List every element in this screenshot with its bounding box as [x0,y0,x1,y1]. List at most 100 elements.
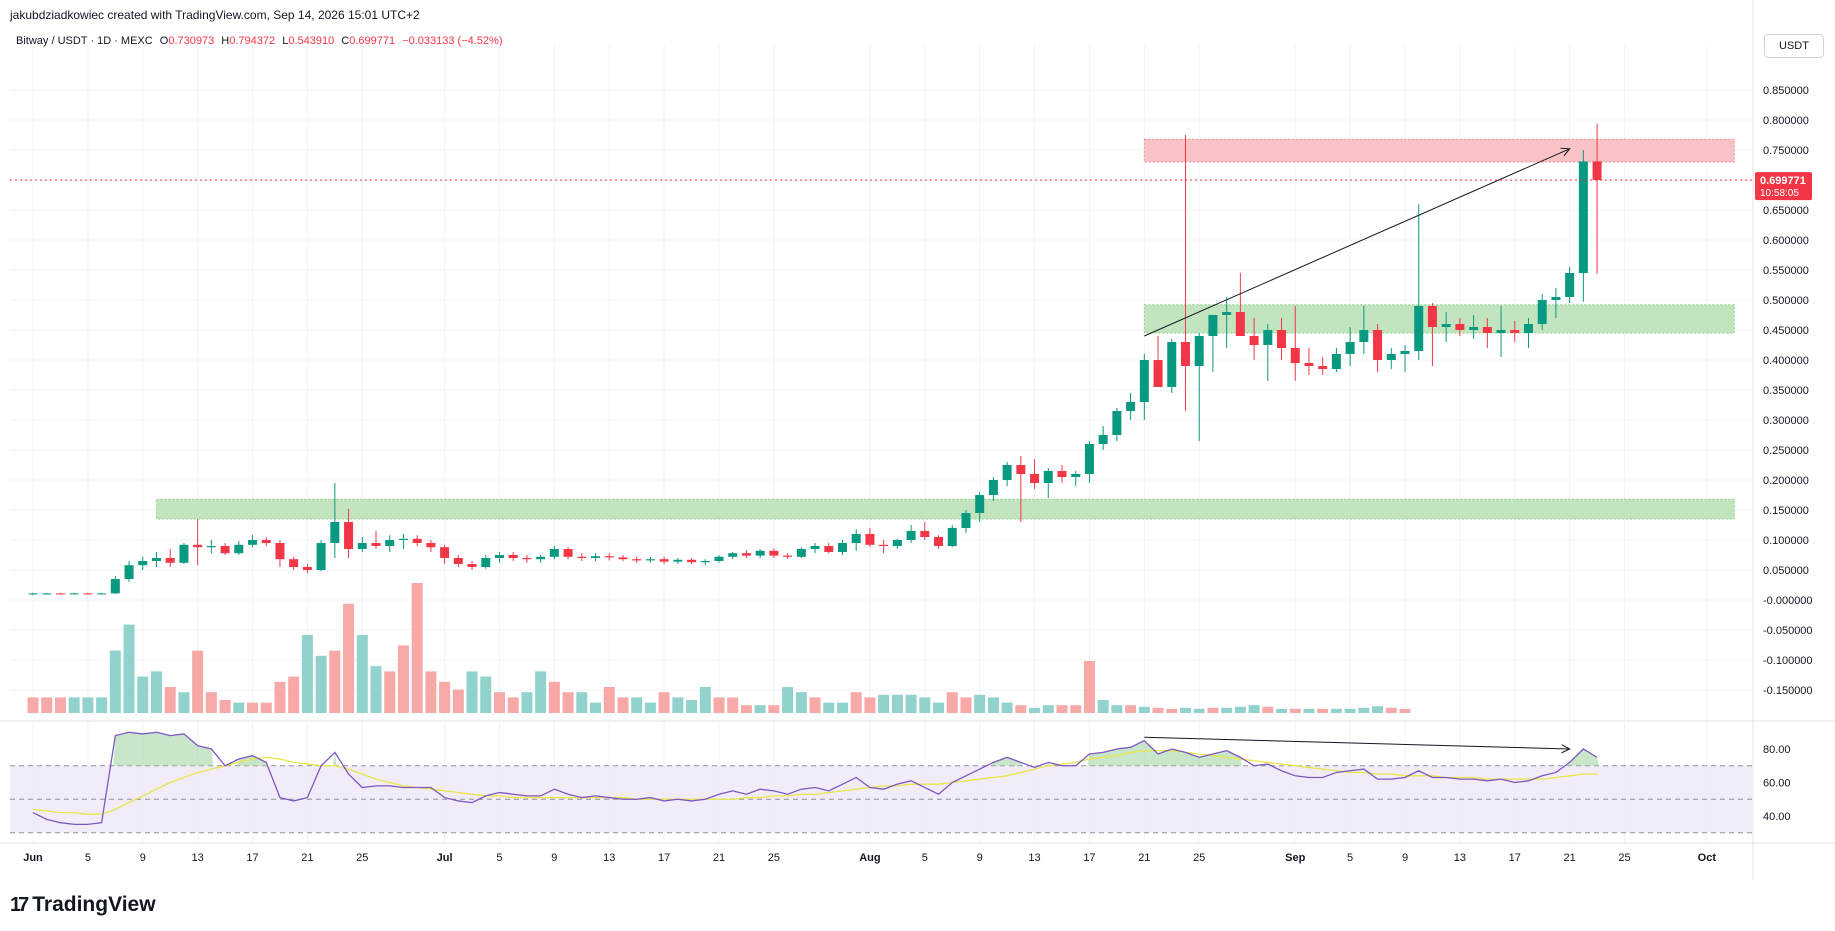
volume-bar [699,687,711,713]
candle-body [1222,312,1232,315]
volume-bar [974,694,986,713]
candle-body [1482,327,1492,333]
candle-body [1112,411,1122,435]
candle-body [165,558,175,563]
volume-bar [590,702,602,713]
volume-bar [439,681,451,713]
candle-body [344,522,354,549]
time-tick-label: 25 [1193,852,1205,864]
volume-bar [1207,707,1219,713]
time-tick-label: 25 [1618,852,1630,864]
volume-bar [96,697,108,713]
price-chart[interactable]: 0.8500000.8000000.7500000.7000000.650000… [0,0,1835,880]
tradingview-logo[interactable]: 17 TradingView [10,893,156,917]
candle-body [1098,435,1108,444]
price-tick-label: 0.650000 [1763,205,1809,217]
candle-body [1208,315,1218,336]
candle-body [1057,471,1067,477]
volume-bar [109,650,121,713]
candle-body [453,558,463,564]
volume-bar [1385,707,1397,713]
volume-bar [823,702,835,713]
time-tick-label: Oct [1698,852,1717,864]
time-tick-label: Jul [437,852,453,864]
time-tick-label: 13 [1454,852,1466,864]
volume-bar [1317,708,1329,713]
candle-body [330,522,340,543]
ohlc-legend[interactable]: Bitway / USDT · 1D · MEXC O0.730973 H0.7… [16,35,503,47]
candle-body [824,546,834,552]
candle-body [1153,360,1163,387]
time-tick-label: 17 [658,852,670,864]
price-tick-label: 0.400000 [1763,355,1809,367]
candle-body [138,561,148,566]
volume-bar [1097,700,1109,713]
volume-bar [809,697,821,713]
candle-body [1373,330,1383,360]
candle-body [755,550,765,556]
candle-body [42,593,52,595]
candle-body [1043,471,1053,483]
candle-body [1304,363,1314,366]
candle-body [796,549,806,557]
candle-body [1263,330,1273,345]
volume-bar [164,687,176,713]
candle-body [1318,366,1328,369]
brand-name: TradingView [32,893,156,916]
volume-bar [1015,705,1027,713]
candle-body [1400,351,1410,354]
candle-body [687,559,697,563]
currency-selector[interactable]: USDT [1764,34,1824,58]
candle-body [1510,330,1520,333]
volume-bar [274,681,286,713]
candle-body [700,561,710,563]
volume-bar [1111,705,1123,713]
price-tick-label: 0.800000 [1763,115,1809,127]
volume-bar [370,666,382,713]
candle-body [1180,342,1190,366]
price-tick-label: 0.550000 [1763,265,1809,277]
price-tick-label: -0.000000 [1763,595,1813,607]
volume-bar [946,692,958,713]
volume-bar [1330,708,1342,713]
volume-bar [740,705,752,713]
candle-body [206,546,216,548]
candle-body [714,556,724,561]
candle-body [961,513,971,528]
volume-bar [617,697,629,713]
candle-body [357,543,367,549]
volume-bar [919,697,931,713]
volume-bar [1001,702,1013,713]
candle-body [1139,360,1149,402]
candle-body [934,537,944,546]
candle-body [440,547,450,558]
candle-body [371,543,381,546]
candle-body [28,593,38,595]
price-tick-label: 0.450000 [1763,325,1809,337]
candle-body [1414,306,1424,351]
volume-bar [933,702,945,713]
time-tick-label: Jun [23,852,43,864]
candle-body [810,546,820,549]
price-tag-box [1755,172,1812,201]
volume-bar [686,700,698,713]
candle-body [83,593,93,595]
candle-body [1194,336,1204,366]
candle-body [1277,330,1287,348]
volume-bar [233,702,245,713]
volume-bar [288,676,300,713]
volume-bar [1042,705,1054,713]
candle-body [988,480,998,495]
time-tick-label: 5 [496,852,502,864]
rsi-overbought-fill [1046,762,1051,766]
candle-body [398,538,408,540]
volume-bar [535,671,547,713]
support-zone [155,498,1735,520]
volume-bar [878,694,890,713]
resistance-zone [1143,138,1735,163]
candle-body [179,544,189,563]
candle-body [837,543,847,552]
volume-bar [1152,707,1164,713]
volume-bar [754,705,766,713]
volume-bar [1344,708,1356,713]
